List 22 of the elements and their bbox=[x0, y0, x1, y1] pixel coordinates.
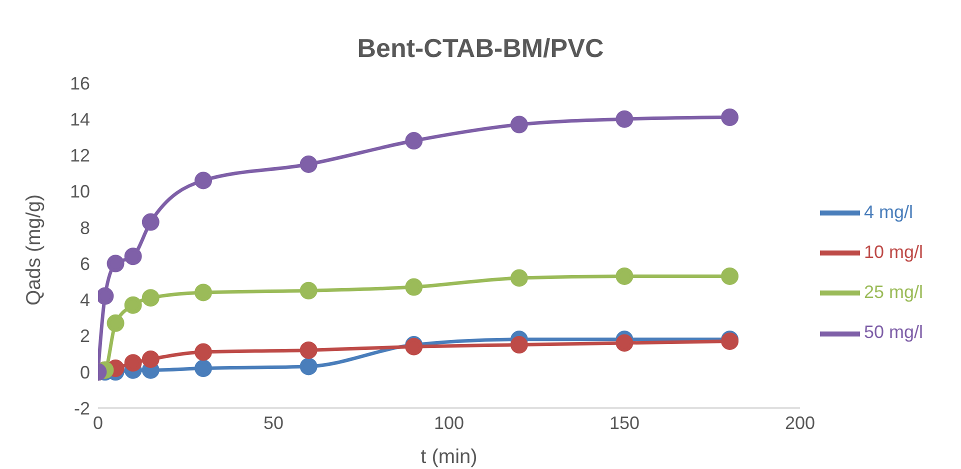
legend-label: 50 mg/l bbox=[864, 322, 923, 342]
y-tick-label: 4 bbox=[80, 290, 90, 310]
x-tick-label: 200 bbox=[784, 412, 815, 433]
legend-label: 25 mg/l bbox=[864, 282, 923, 302]
y-tick-label: -2 bbox=[74, 398, 90, 418]
y-tick-label: 8 bbox=[80, 218, 90, 238]
y-tick-label: 10 bbox=[70, 182, 90, 202]
y-tick-label: 2 bbox=[80, 326, 90, 346]
x-tick-label: 50 bbox=[263, 412, 284, 433]
y-tick-label: 0 bbox=[80, 362, 90, 382]
chart-title: Bent-CTAB-BM/PVC bbox=[356, 32, 605, 65]
y-tick-label: 6 bbox=[80, 254, 90, 274]
x-tick-label: 0 bbox=[92, 412, 104, 433]
y-axis-title: Qads (mg/g) bbox=[23, 194, 46, 306]
legend-label: 10 mg/l bbox=[864, 242, 923, 262]
x-tick-label: 100 bbox=[434, 412, 464, 433]
x-axis-title: t (min) bbox=[420, 446, 478, 468]
y-tick-label: 14 bbox=[70, 110, 90, 130]
legend-label: 4 mg/l bbox=[864, 202, 913, 222]
y-tick-label: 12 bbox=[70, 146, 90, 166]
x-tick-label: 150 bbox=[609, 412, 640, 433]
y-tick-label: 16 bbox=[70, 73, 90, 94]
